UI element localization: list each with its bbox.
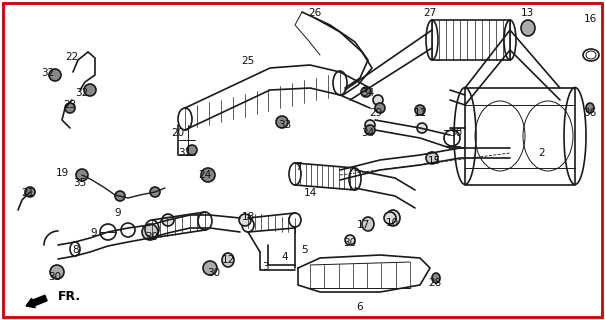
Ellipse shape	[345, 235, 355, 245]
Text: 27: 27	[424, 8, 437, 18]
Circle shape	[65, 103, 75, 113]
Text: 30: 30	[344, 238, 356, 248]
Text: 20: 20	[171, 128, 185, 138]
Circle shape	[384, 212, 396, 224]
Ellipse shape	[586, 103, 594, 113]
Text: 16: 16	[583, 14, 597, 24]
Text: 30: 30	[208, 268, 221, 278]
Ellipse shape	[362, 217, 374, 231]
Circle shape	[365, 125, 375, 135]
Circle shape	[162, 214, 174, 226]
Text: 18: 18	[241, 212, 255, 222]
Text: 15: 15	[427, 156, 440, 166]
Text: 32: 32	[76, 88, 88, 98]
Text: 23: 23	[64, 100, 77, 110]
Circle shape	[375, 103, 385, 113]
Text: 8: 8	[73, 245, 79, 255]
Circle shape	[239, 214, 251, 226]
Circle shape	[187, 145, 197, 155]
Text: 26: 26	[309, 8, 322, 18]
Text: 31: 31	[178, 148, 192, 158]
Text: 9: 9	[91, 228, 97, 238]
Text: 30: 30	[48, 272, 62, 282]
Ellipse shape	[386, 210, 400, 226]
Text: 17: 17	[356, 220, 370, 230]
Text: 3: 3	[262, 262, 268, 272]
Ellipse shape	[373, 95, 383, 105]
Text: 2: 2	[538, 148, 545, 158]
Text: 22: 22	[65, 52, 79, 62]
Text: 11: 11	[413, 108, 427, 118]
Ellipse shape	[432, 273, 440, 283]
Ellipse shape	[521, 20, 535, 36]
Text: 34: 34	[361, 88, 374, 98]
Text: 35: 35	[73, 178, 87, 188]
Text: 7: 7	[295, 162, 301, 172]
Ellipse shape	[426, 152, 438, 164]
Text: 13: 13	[520, 8, 534, 18]
Text: 21: 21	[21, 188, 34, 198]
Ellipse shape	[365, 120, 375, 130]
Text: 36: 36	[583, 108, 597, 118]
Circle shape	[150, 187, 160, 197]
Circle shape	[361, 87, 371, 97]
Text: 30: 30	[450, 128, 463, 138]
Text: 4: 4	[282, 252, 289, 262]
Text: 14: 14	[303, 188, 316, 198]
Circle shape	[201, 168, 215, 182]
Text: 33: 33	[278, 120, 292, 130]
Text: FR.: FR.	[58, 290, 81, 302]
Text: 19: 19	[56, 168, 68, 178]
Text: 5: 5	[302, 245, 309, 255]
Text: 24: 24	[198, 170, 212, 180]
Circle shape	[50, 265, 64, 279]
Text: 12: 12	[221, 255, 235, 265]
FancyArrow shape	[26, 295, 47, 308]
Text: 34: 34	[361, 128, 374, 138]
Circle shape	[84, 84, 96, 96]
Text: 9: 9	[115, 208, 122, 218]
Circle shape	[415, 105, 425, 115]
Ellipse shape	[222, 253, 234, 267]
Text: 28: 28	[428, 278, 442, 288]
Text: 10: 10	[385, 218, 399, 228]
Circle shape	[142, 224, 158, 240]
Ellipse shape	[417, 123, 427, 133]
Circle shape	[76, 169, 88, 181]
Circle shape	[203, 261, 217, 275]
Text: 6: 6	[357, 302, 364, 312]
Circle shape	[115, 191, 125, 201]
Circle shape	[25, 187, 35, 197]
Text: 25: 25	[241, 56, 255, 66]
Text: 29: 29	[370, 108, 382, 118]
Circle shape	[276, 116, 288, 128]
Text: 30: 30	[145, 232, 159, 242]
Text: 32: 32	[41, 68, 54, 78]
Circle shape	[49, 69, 61, 81]
